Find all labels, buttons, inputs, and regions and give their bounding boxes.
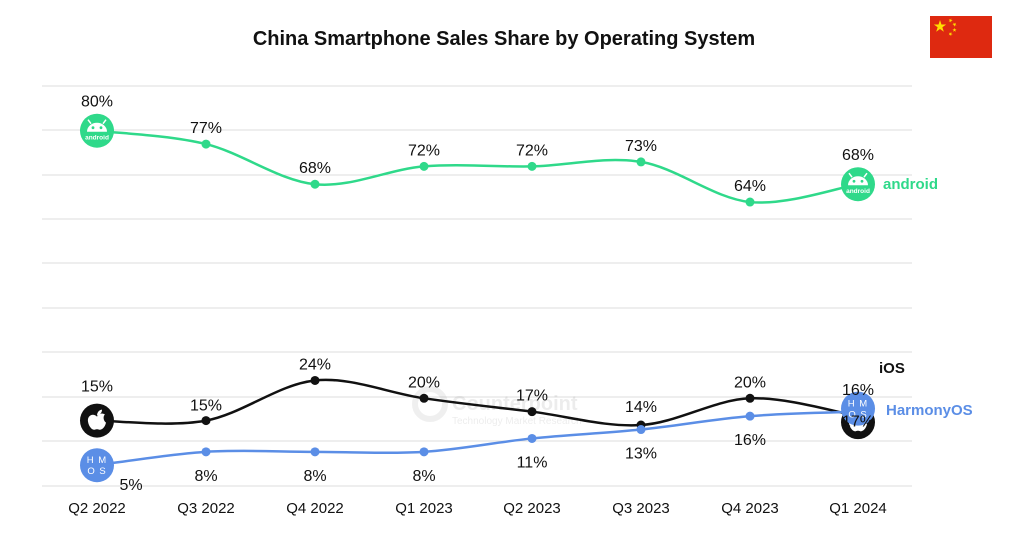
flag-star: [952, 22, 957, 27]
x-tick-label: Q1 2023: [395, 500, 453, 517]
flag-star: [952, 27, 957, 32]
android-data-label: 64%: [734, 178, 766, 195]
android-data-point: [201, 139, 211, 149]
ios-data-label: 15%: [190, 398, 222, 415]
harmonyos-data-label: 11%: [517, 454, 548, 471]
ios-data-point: [201, 416, 211, 426]
ios-series-line: [96, 378, 859, 427]
harmonyos-icon: H MO S: [841, 391, 875, 426]
harmonyos-data-point: [419, 447, 429, 457]
android-data-label: 80%: [81, 94, 113, 111]
watermark-logo-icon: [412, 386, 448, 422]
harmonyos-data-point: [201, 447, 211, 457]
apple-icon: [80, 403, 114, 438]
ios-data-label: 14%: [625, 399, 657, 416]
harmonyos-data-label: 5%: [119, 477, 142, 494]
ios-data-point: [745, 393, 755, 403]
x-tick-label: Q2 2023: [503, 500, 561, 517]
chart-title: China Smartphone Sales Share by Operatin…: [252, 28, 756, 50]
harmonyos-data-point: [310, 447, 320, 457]
android-series-line: [96, 129, 859, 204]
android-data-label: 72%: [408, 142, 440, 159]
watermark: Counterpoint Technology Market Research: [412, 386, 582, 427]
x-tick-label: Q3 2023: [612, 500, 670, 517]
harmonyos-series-line: [96, 410, 859, 467]
x-tick-label: Q1 2024: [829, 500, 887, 517]
harmonyos-icon: H MO S: [80, 448, 114, 483]
ios-data-point: [419, 393, 429, 403]
grid-lines: [42, 85, 912, 487]
x-tick-label: Q2 2022: [68, 500, 126, 517]
ios-data-label: 20%: [734, 374, 766, 391]
harmonyos-data-point: [636, 425, 646, 435]
harmonyos-data-label: 8%: [412, 468, 435, 485]
x-tick-label: Q4 2023: [721, 500, 779, 517]
flag-star: [933, 20, 947, 32]
android-data-point: [636, 157, 646, 167]
harmonyos-series-name: HarmonyOS: [886, 402, 973, 419]
ios-data-label: 17%: [516, 388, 548, 405]
android-data-point: [745, 197, 755, 207]
china-flag-icon: [930, 16, 992, 58]
x-axis: Q2 2022 Q3 2022 Q4 2022 Q1 2023 Q2 2023 Q3 20…: [68, 500, 887, 517]
android-data-label: 68%: [299, 160, 331, 177]
harmonyos-data-point: [745, 411, 755, 421]
harmonyos-data-label: 8%: [194, 468, 217, 485]
flag-star: [948, 18, 953, 23]
harmonyos-icon-text: H M: [87, 455, 107, 466]
android-icon-text: android: [846, 188, 870, 195]
android-icon: android: [80, 113, 114, 148]
ios-data-label: 16%: [842, 382, 874, 399]
harmonyos-icon-text: O S: [848, 410, 867, 421]
ios-data-label: 15%: [81, 379, 113, 396]
data-labels: 80% 77% 68% 72% 72% 73% 64% 68% 15% 15% 24% 20% 17% 1…: [81, 94, 973, 495]
harmonyos-data-point: [527, 433, 537, 443]
harmonyos-icon-text: O S: [87, 466, 106, 477]
flag-star: [948, 31, 953, 37]
x-tick-label: Q4 2022: [286, 500, 344, 517]
harmonyos-icon-text: H M: [848, 399, 868, 410]
harmonyos-data-label: 16%: [734, 432, 766, 449]
ios-series-name: iOS: [879, 360, 905, 377]
android-data-label: 72%: [516, 142, 548, 159]
android-data-point: [310, 179, 320, 189]
ios-data-point: [310, 375, 320, 385]
android-icon: android: [841, 167, 875, 202]
android-data-point: [419, 161, 429, 171]
watermark-brand: Counterpoint: [452, 393, 578, 415]
android-data-label: 73%: [625, 138, 657, 155]
ios-data-label: 24%: [299, 356, 331, 373]
harmonyos-data-label: 13%: [625, 446, 657, 463]
android-data-point: [527, 161, 537, 171]
android-icon-text: android: [85, 135, 109, 142]
ios-data-label: 20%: [408, 374, 440, 391]
ios-data-point: [527, 407, 537, 417]
android-series-name: android: [883, 176, 938, 193]
android-data-label: 77%: [190, 120, 222, 137]
harmonyos-data-label: 8%: [303, 468, 326, 485]
android-data-label: 68%: [842, 147, 874, 164]
watermark-sub: Technology Market Research: [452, 416, 582, 427]
harmonyos-data-label: 17%: [842, 414, 874, 431]
x-tick-label: Q3 2022: [177, 500, 235, 517]
